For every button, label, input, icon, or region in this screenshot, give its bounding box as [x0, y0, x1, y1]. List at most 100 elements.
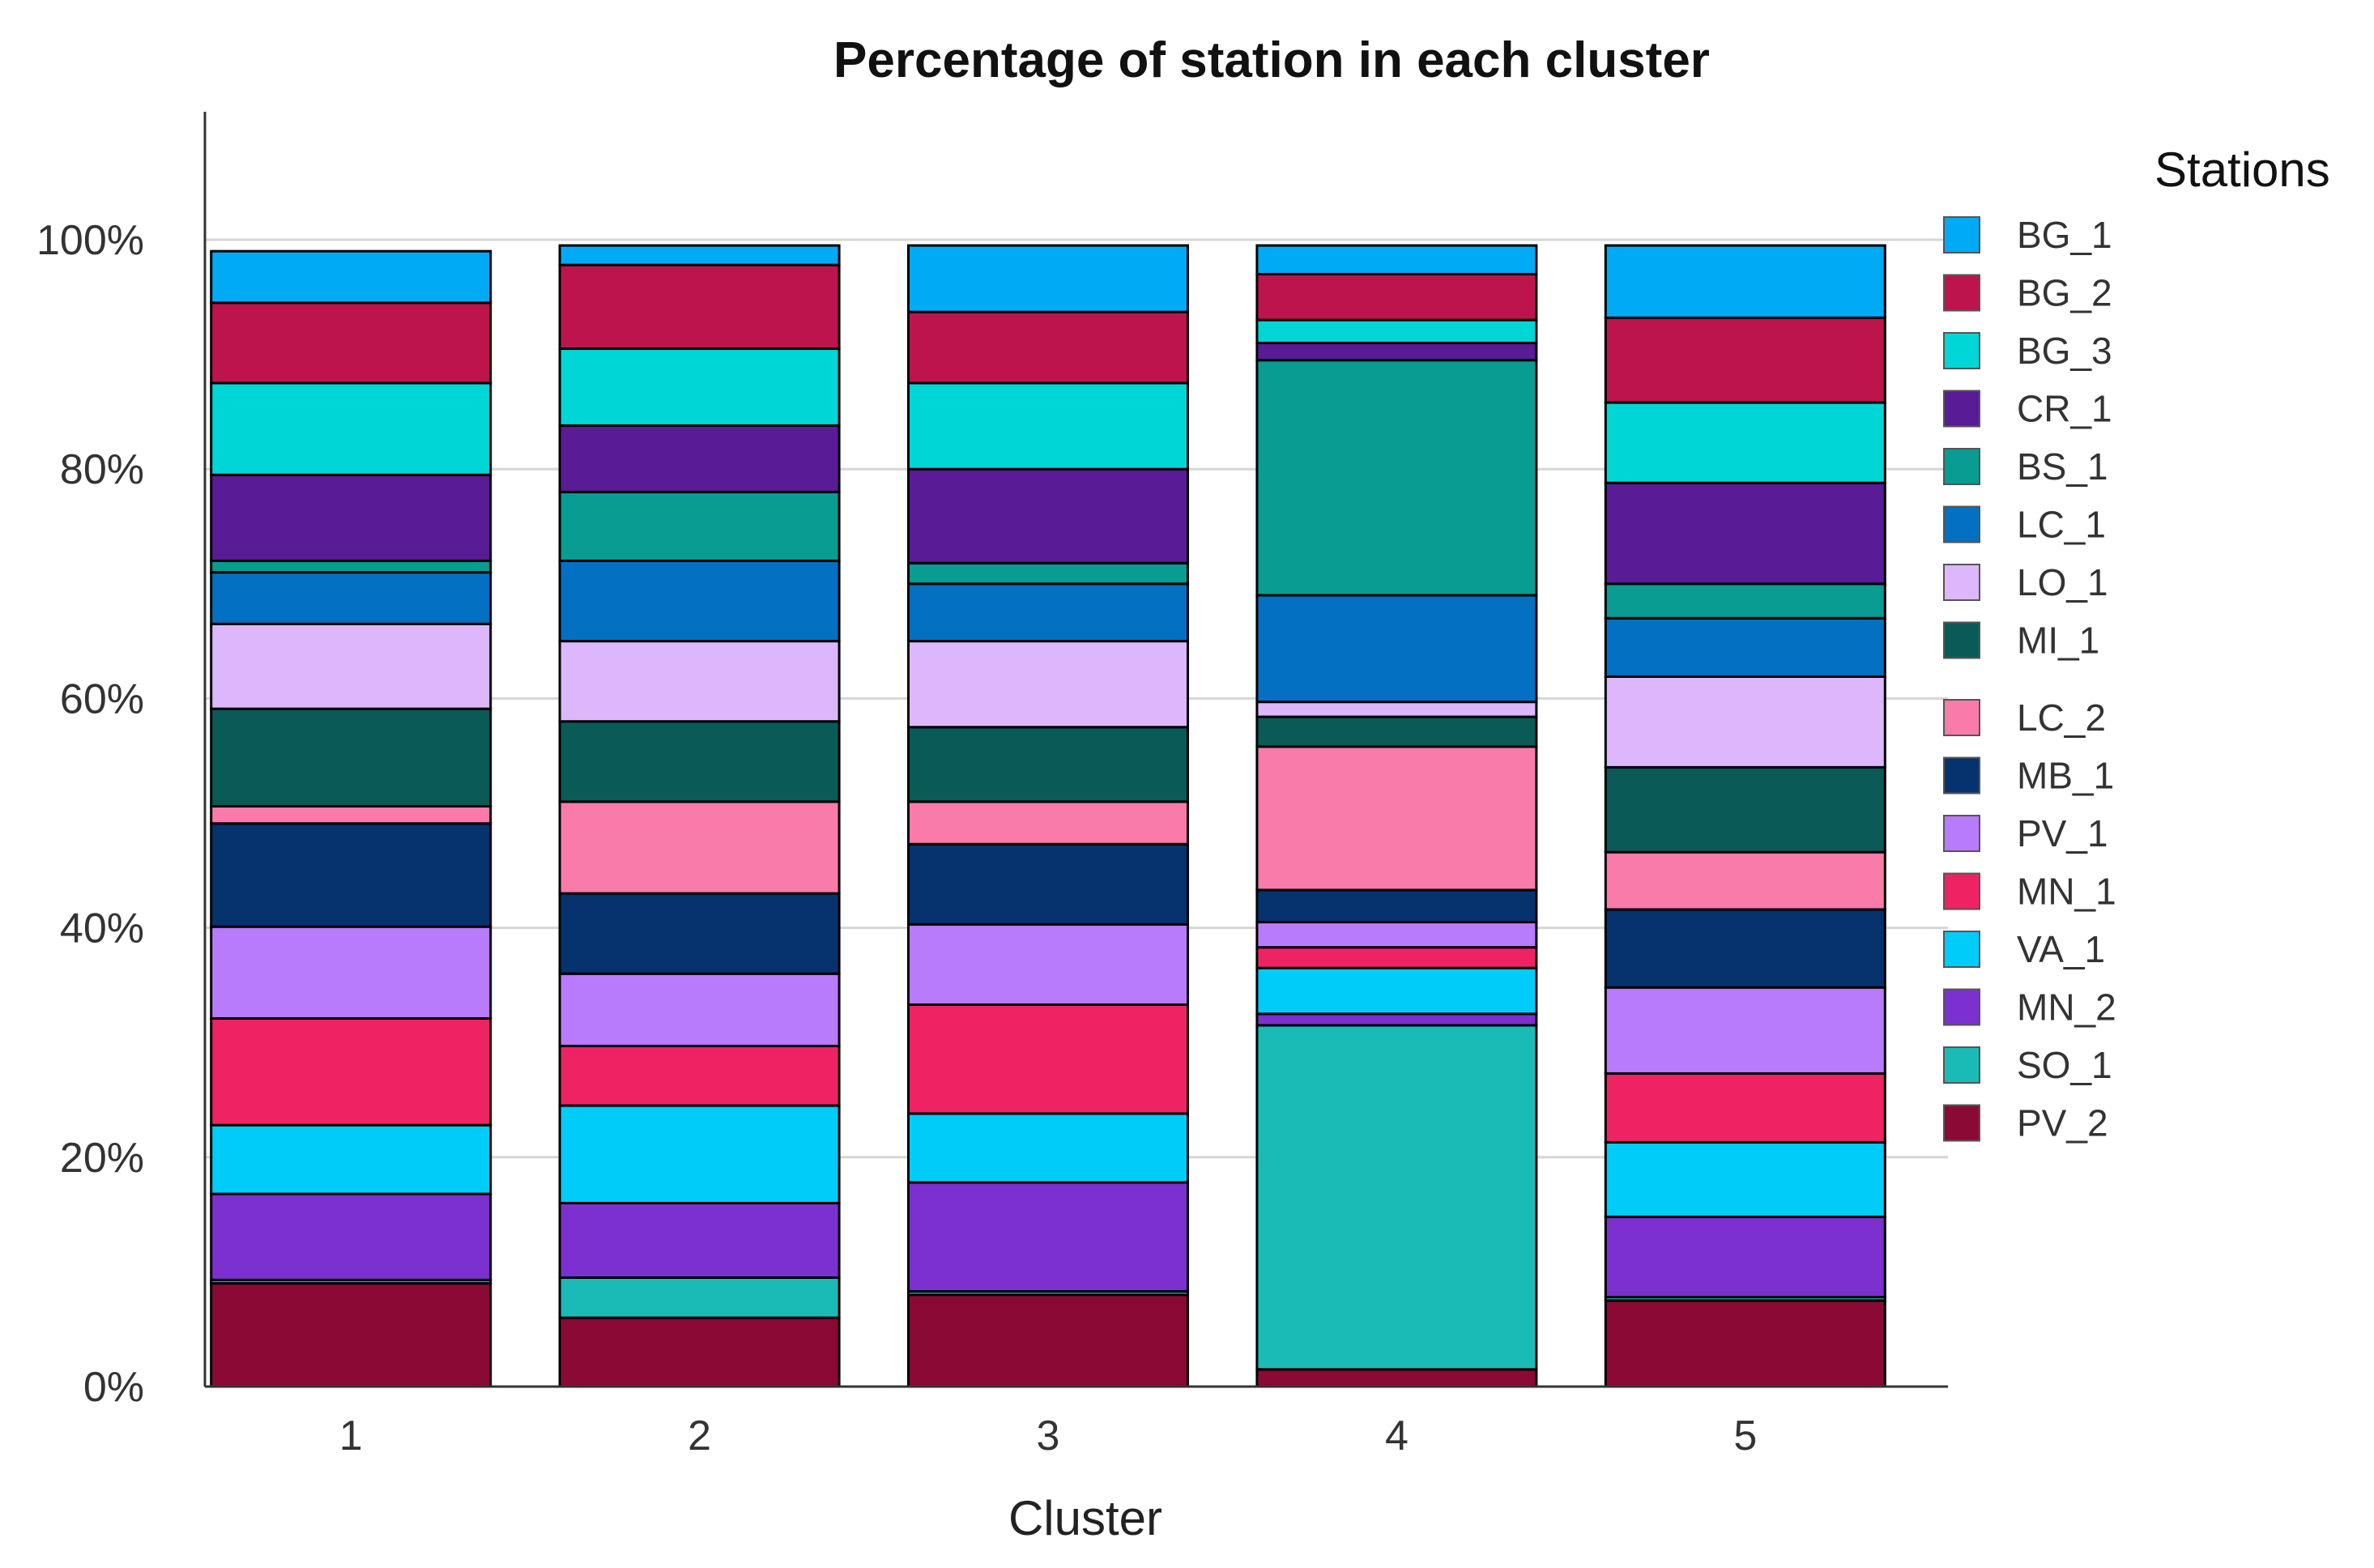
bar-segment-bg-1	[558, 244, 841, 266]
bar-segment-mn-2	[558, 1201, 841, 1279]
bar-stack-cluster-5	[1604, 244, 1886, 1388]
legend-item-bs-1: BS_1	[1943, 445, 2108, 488]
bar-segment-bg-3	[1604, 401, 1886, 484]
x-tick-label: 1	[339, 1412, 363, 1459]
legend-item-pv-1: PV_1	[1943, 812, 2108, 854]
bar-segment-mi-1	[907, 726, 1189, 803]
x-tick-label: 2	[688, 1412, 711, 1459]
x-axis-label: Cluster	[1008, 1491, 1162, 1545]
bar-segment-pv-2	[1255, 1368, 1538, 1388]
bar-segment-mi-1	[1604, 765, 1886, 854]
bar-segment-so-1	[1255, 1024, 1538, 1371]
bar-segment-bg-3	[210, 381, 492, 476]
bar-segment-mb-1	[210, 822, 492, 928]
legend-title: Stations	[2155, 143, 2330, 197]
legend-label: MN_2	[2017, 986, 2116, 1029]
bar-segment-mb-1	[1255, 888, 1538, 924]
bar-segment-mi-1	[558, 720, 841, 803]
legend-item-lo-1: LO_1	[1943, 561, 2108, 603]
legend-swatch	[1943, 756, 1980, 795]
bar-segment-mn-1	[558, 1044, 841, 1107]
bar-segment-mb-1	[1604, 908, 1886, 989]
legend-swatch	[1943, 699, 1980, 736]
bar-segment-mn-2	[1604, 1215, 1886, 1299]
legend-item-va-1: VA_1	[1943, 928, 2105, 970]
x-axis-ticks: 1 2 3 4 5	[339, 1412, 1758, 1459]
bar-segment-bg-2	[907, 310, 1189, 385]
bar-segment-pv-1	[558, 972, 841, 1047]
bar-stack-cluster-4	[1255, 244, 1538, 1388]
bar-segment-bg-2	[1255, 272, 1538, 322]
y-tick-label: 80%	[60, 446, 144, 493]
legend-item-lc-2: LC_2	[1943, 697, 2106, 739]
legend-swatch	[1943, 390, 1980, 428]
legend-swatch	[1943, 505, 1980, 543]
bar-segment-bg-1	[1604, 244, 1886, 319]
legend-label: LC_2	[2017, 697, 2106, 739]
bar-segment-bs-1	[1604, 582, 1886, 620]
legend-item-pv-2: PV_2	[1943, 1102, 2108, 1144]
bar-segment-bg-2	[1604, 316, 1886, 404]
legend-item-cr-1: CR_1	[1943, 388, 2112, 430]
legend: BG_1 BG_2 BG_3 CR_1 BS_1 LC_1 LO_1 MI_1 LC_2 MB_1…	[1943, 214, 2116, 1144]
bar-segment-pv-1	[1604, 986, 1886, 1075]
bar-segment-bs-1	[210, 559, 492, 574]
legend-swatch	[1943, 274, 1980, 312]
bar-segment-cr-1	[210, 473, 492, 562]
bar-segment-pv-2	[558, 1316, 841, 1388]
bar-segment-lc-2	[558, 800, 841, 895]
bar-segment-pv-2	[210, 1282, 492, 1388]
legend-label: LO_1	[2017, 561, 2108, 603]
legend-swatch	[1943, 815, 1980, 852]
bar-segment-lc-1	[1604, 616, 1886, 678]
bar-segment-mn-1	[1604, 1072, 1886, 1144]
legend-label: BG_1	[2017, 214, 2112, 256]
bar-segment-cr-1	[1604, 481, 1886, 586]
bar-segment-mn-1	[210, 1016, 492, 1127]
chart-title: Percentage of station in each cluster	[833, 32, 1710, 88]
bar-segment-lc-1	[907, 582, 1189, 643]
legend-item-bg-2: BG_2	[1943, 272, 2112, 314]
bar-segment-bg-3	[907, 381, 1189, 471]
bar-segment-bg-1	[210, 249, 492, 305]
bar-segment-bg-3	[1255, 318, 1538, 344]
bar-segment-mb-1	[558, 892, 841, 975]
legend-label: BG_2	[2017, 272, 2112, 314]
bar-segment-mi-1	[210, 707, 492, 808]
bar-segment-so-1	[558, 1276, 841, 1319]
bar-segment-cr-1	[558, 424, 841, 494]
legend-item-bg-3: BG_3	[1943, 330, 2112, 372]
bar-segment-lo-1	[907, 640, 1189, 729]
y-tick-label: 40%	[60, 905, 144, 952]
bar-stack-cluster-3	[907, 244, 1189, 1388]
legend-label: PV_2	[2017, 1102, 2108, 1144]
legend-item-lc-1: LC_1	[1943, 504, 2106, 546]
bar-segment-pv-1	[210, 925, 492, 1020]
legend-item-mn-2: MN_2	[1943, 986, 2116, 1029]
bar-segment-bg-1	[1255, 244, 1538, 275]
legend-item-bg-1: BG_1	[1943, 214, 2112, 256]
bar-segment-va-1	[1604, 1140, 1886, 1218]
legend-swatch	[1943, 621, 1980, 659]
bar-segment-pv-1	[907, 922, 1189, 1006]
x-tick-label: 3	[1037, 1412, 1060, 1459]
bar-segment-lc-2	[1604, 850, 1886, 911]
bar-segment-bs-1	[1255, 359, 1538, 597]
legend-swatch	[1943, 448, 1980, 485]
legend-label: CR_1	[2017, 388, 2112, 430]
bar-segment-mn-2	[210, 1192, 492, 1281]
y-tick-label: 0%	[83, 1364, 144, 1411]
bar-segment-bg-2	[210, 301, 492, 385]
bar-segment-mi-1	[1255, 715, 1538, 748]
bar-segment-va-1	[210, 1123, 492, 1195]
bar-segment-lo-1	[1604, 675, 1886, 769]
axes	[203, 112, 1948, 1388]
bar-segment-mn-1	[907, 1003, 1189, 1115]
legend-item-so-1: SO_1	[1943, 1044, 2112, 1086]
x-tick-label: 4	[1385, 1412, 1409, 1459]
y-axis-ticks: 0% 20% 40% 60% 80% 100%	[36, 217, 144, 1411]
bar-segment-lc-2	[907, 800, 1189, 846]
bar-segment-lc-1	[558, 559, 841, 643]
